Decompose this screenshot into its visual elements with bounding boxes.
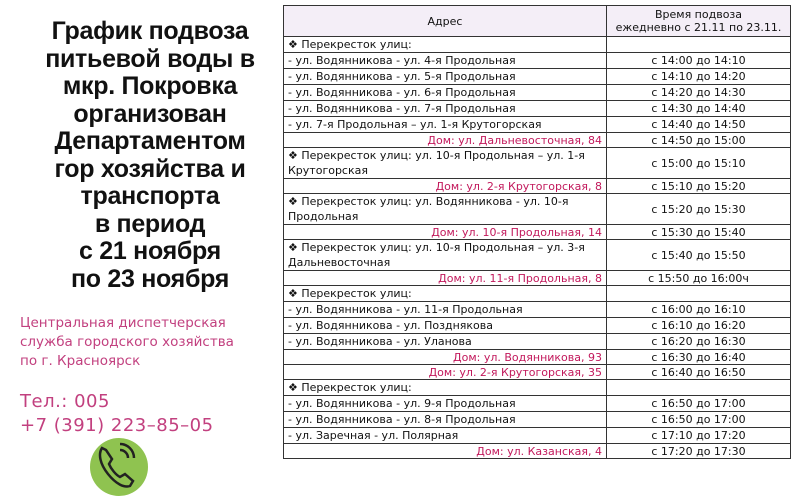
- time-cell: с 15:00 до 15:10: [606, 147, 791, 179]
- time-cell: с 14:00 до 14:10: [606, 52, 791, 69]
- time-cell: с 15:50 до 16:00ч: [606, 270, 791, 286]
- phone-line: Тел.: 005: [20, 391, 110, 412]
- title-line: транспорта: [80, 182, 220, 210]
- phone-info: Тел.: 005 +7 (391) 223–85–05: [20, 390, 214, 438]
- address-header: Адрес: [283, 5, 607, 37]
- service-info: Центральная диспетчерская служба городско…: [20, 314, 234, 371]
- table-row: - ул. Заречная - ул. Полярная с 17:10 до …: [283, 427, 791, 444]
- time-cell: [606, 379, 791, 396]
- address-cell: - ул. Водянникова - ул. 9-я Продольная: [283, 395, 607, 412]
- address-cell: - ул. Водянникова - ул. 11-я Продольная: [283, 301, 607, 318]
- phone-icon: [90, 438, 148, 496]
- title-line: гор хозяйства и: [54, 154, 246, 183]
- table-row: Дом: ул. 2-я Крутогорская, 35 с 16:40 до …: [283, 364, 791, 380]
- table-row: ❖ Перекресток улиц: ул. 10-я Продольная …: [283, 147, 791, 179]
- service-line: Центральная диспетчерская: [20, 315, 226, 331]
- time-cell: с 15:20 до 15:30: [606, 193, 791, 225]
- title-line: по 23 ноября: [70, 264, 230, 293]
- table-row: - ул. 7-я Продольная – ул. 1-я Крутогорс…: [283, 116, 791, 133]
- address-cell: ❖ Перекресток улиц:: [283, 379, 607, 396]
- table-row: - ул. Водянникова - ул. 6-я Продольная с …: [283, 84, 791, 101]
- time-cell: с 15:30 до 15:40: [606, 224, 791, 240]
- time-cell: [606, 36, 791, 53]
- address-cell: Дом: ул. 10-я Продольная, 14: [283, 224, 607, 240]
- address-cell: ❖ Перекресток улиц:: [283, 36, 607, 53]
- table-row: Дом: ул. Водянникова, 93 с 16:30 до 16:40: [283, 349, 791, 365]
- service-line: служба городского хозяйства: [20, 334, 234, 350]
- title-line: организован: [73, 99, 227, 128]
- table-row: ❖ Перекресток улиц: ул. 10-я Продольная …: [283, 239, 791, 271]
- address-cell: - ул. Водянникова - ул. 4-я Продольная: [283, 52, 607, 69]
- address-cell: Дом: ул. Дальневосточная, 84: [283, 132, 607, 148]
- table-row: Дом: ул. Дальневосточная, 84 с 14:50 до 1…: [283, 132, 791, 148]
- time-cell: [606, 285, 791, 302]
- time-header: Время подвоза ежедневно с 21.11 по 23.11.: [606, 5, 791, 37]
- time-cell: с 16:30 до 16:40: [606, 349, 791, 365]
- address-cell: ❖ Перекресток улиц: ул. 10-я Продольная …: [283, 239, 607, 271]
- time-cell: с 14:50 до 15:00: [606, 132, 791, 148]
- address-cell: Дом: ул. Казанская, 4: [283, 443, 607, 459]
- table-row: - ул. Водянникова - ул. Позднякова с 16:1…: [283, 317, 791, 334]
- table-row: - ул. Водянникова - ул. 5-я Продольная с …: [283, 68, 791, 85]
- title: График подвоза питьевой воды в мкр. Покров…: [10, 17, 290, 293]
- table-row: - ул. Водянникова - ул. 7-я Продольная с …: [283, 100, 791, 117]
- time-cell: с 16:10 до 16:20: [606, 317, 791, 334]
- time-cell: с 15:10 до 15:20: [606, 178, 791, 194]
- table-row: ❖ Перекресток улиц:: [283, 36, 791, 53]
- time-cell: с 16:00 до 16:10: [606, 301, 791, 318]
- address-cell: - ул. Водянникова - ул. 8-я Продольная: [283, 411, 607, 428]
- address-cell: - ул. Заречная - ул. Полярная: [283, 427, 607, 444]
- title-line: в период: [94, 209, 206, 238]
- time-cell: с 14:40 до 14:50: [606, 116, 791, 133]
- time-cell: с 16:50 до 17:00: [606, 395, 791, 412]
- time-cell: с 16:40 до 16:50: [606, 364, 791, 380]
- table-row: ❖ Перекресток улиц: ул. Водянникова - ул…: [283, 193, 791, 225]
- time-cell: с 16:50 до 17:00: [606, 411, 791, 428]
- time-cell: с 15:40 до 15:50: [606, 239, 791, 271]
- address-cell: Дом: ул. Водянникова, 93: [283, 349, 607, 365]
- title-line: питьевой воды в: [45, 44, 255, 73]
- title-line: мкр. Покровка: [62, 72, 238, 100]
- address-cell: - ул. 7-я Продольная – ул. 1-я Крутогорс…: [283, 116, 607, 133]
- time-cell: с 17:10 до 17:20: [606, 427, 791, 444]
- time-cell: с 16:20 до 16:30: [606, 333, 791, 350]
- table-row: Дом: ул. 10-я Продольная, 14 с 15:30 до 1…: [283, 224, 791, 240]
- address-cell: ❖ Перекресток улиц: ул. Водянникова - ул…: [283, 193, 607, 225]
- table-row: - ул. Водянникова - ул. Уланова с 16:20 д…: [283, 333, 791, 350]
- address-cell: - ул. Водянникова - ул. Позднякова: [283, 317, 607, 334]
- schedule-table: Адрес Время подвоза ежедневно с 21.11 по …: [283, 5, 791, 459]
- time-header-line: ежедневно с 21.11 по 23.11.: [615, 21, 782, 34]
- address-cell: - ул. Водянникова - ул. Уланова: [283, 333, 607, 350]
- address-cell: Дом: ул. 11-я Продольная, 8: [283, 270, 607, 286]
- address-cell: Дом: ул. 2-я Крутогорская, 8: [283, 178, 607, 194]
- address-cell: - ул. Водянникова - ул. 7-я Продольная: [283, 100, 607, 117]
- service-line: по г. Красноярск: [20, 353, 141, 369]
- table-row: ❖ Перекресток улиц:: [283, 379, 791, 396]
- title-line: с 21 ноября: [79, 237, 221, 265]
- table-row: - ул. Водянникова - ул. 4-я Продольная с …: [283, 52, 791, 69]
- time-cell: с 14:10 до 14:20: [606, 68, 791, 85]
- phone-line: +7 (391) 223–85–05: [20, 415, 214, 436]
- table-row: - ул. Водянникова - ул. 11-я Продольная с…: [283, 301, 791, 318]
- table-row: - ул. Водянникова - ул. 9-я Продольная с …: [283, 395, 791, 412]
- address-cell: - ул. Водянникова - ул. 6-я Продольная: [283, 84, 607, 101]
- address-cell: ❖ Перекресток улиц:: [283, 285, 607, 302]
- time-header-line: Время подвоза: [654, 8, 743, 21]
- time-cell: с 14:30 до 14:40: [606, 100, 791, 117]
- address-cell: - ул. Водянникова - ул. 5-я Продольная: [283, 68, 607, 85]
- title-line: Департаментом: [54, 127, 246, 155]
- address-cell: Дом: ул. 2-я Крутогорская, 35: [283, 364, 607, 380]
- time-cell: с 17:20 до 17:30: [606, 443, 791, 459]
- table-row: - ул. Водянникова - ул. 8-я Продольная с …: [283, 411, 791, 428]
- table-row: ❖ Перекресток улиц:: [283, 285, 791, 302]
- time-cell: с 14:20 до 14:30: [606, 84, 791, 101]
- title-line: График подвоза: [51, 17, 249, 45]
- address-cell: ❖ Перекресток улиц: ул. 10-я Продольная …: [283, 147, 607, 179]
